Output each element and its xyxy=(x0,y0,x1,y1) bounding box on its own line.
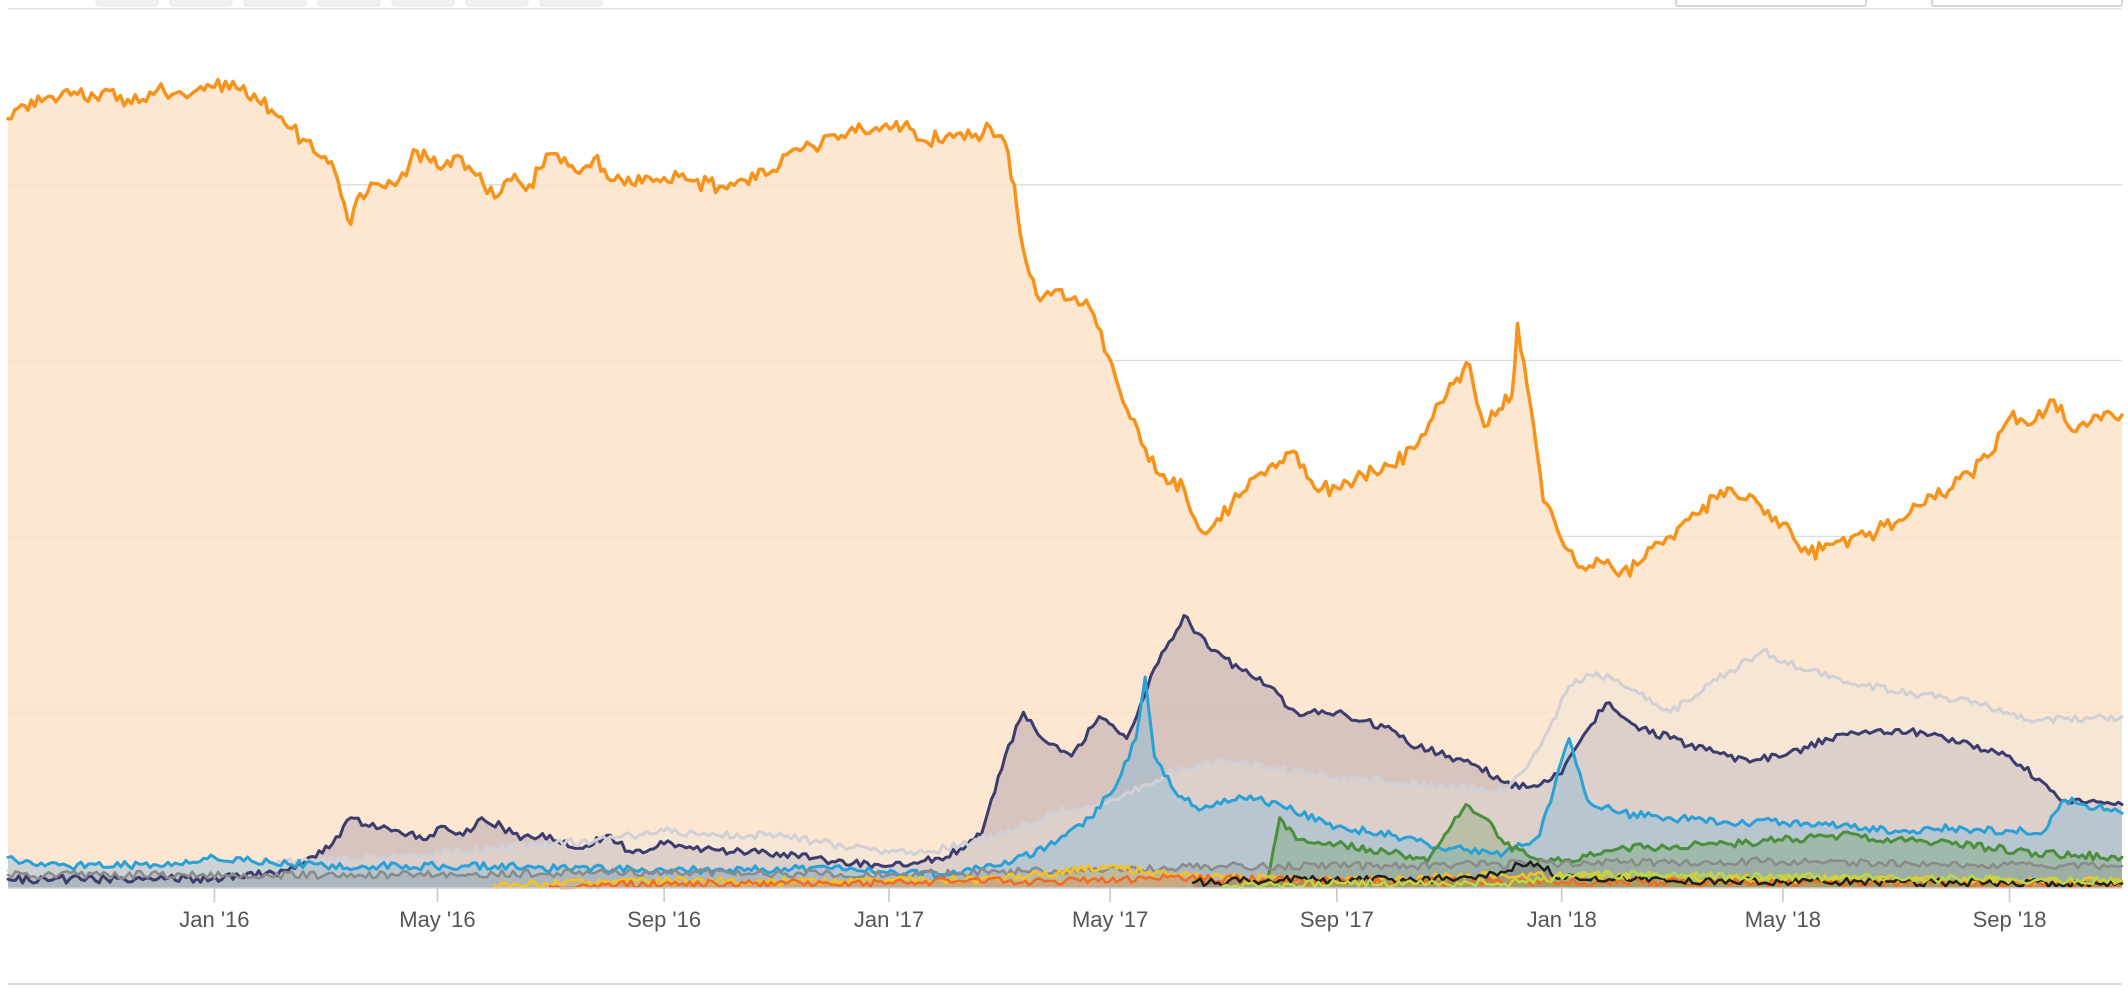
date-from-input[interactable] xyxy=(1675,0,1867,7)
top-controls xyxy=(95,0,2123,7)
series-3-area xyxy=(8,648,2122,888)
series-6-line xyxy=(6,856,2124,880)
range-tab-5[interactable] xyxy=(391,0,455,7)
series-9-area xyxy=(1193,861,2122,888)
series-fills xyxy=(8,79,2123,889)
series-lines xyxy=(6,77,2124,890)
x-tick-label-4: Jan '17 xyxy=(854,907,924,932)
x-tick-label-3: Sep '16 xyxy=(627,907,701,932)
x-axis: Jan '16 May '16 Sep '16 Jan '17 May '17 Sep '… xyxy=(8,887,2122,985)
range-tab-6[interactable] xyxy=(465,0,529,7)
series-1-area xyxy=(8,79,2122,889)
x-tick-label-7: Jan '18 xyxy=(1527,907,1597,932)
series-10-line xyxy=(1221,869,2124,890)
series-5-line xyxy=(1265,803,2124,886)
x-tick-label-5: May '17 xyxy=(1072,907,1148,932)
series-1-line xyxy=(6,77,2124,578)
x-tick-label-9: Sep '18 xyxy=(1973,907,2047,932)
x-tick-label-1: Jan '16 xyxy=(179,907,249,932)
series-2-line xyxy=(6,614,2124,885)
x-tick-label-2: May '16 xyxy=(399,907,475,932)
series-4-line xyxy=(6,675,2124,880)
range-tab-7[interactable] xyxy=(539,0,603,7)
series-4-area xyxy=(8,677,2122,888)
series-3-line xyxy=(6,647,2124,876)
range-tab-4[interactable] xyxy=(317,0,381,7)
x-tick-label-6: Sep '17 xyxy=(1300,907,1374,932)
range-tab-1[interactable] xyxy=(95,0,159,7)
series-5-area xyxy=(1266,804,2122,888)
range-tab-2[interactable] xyxy=(169,0,233,7)
date-to-input[interactable] xyxy=(1931,0,2123,7)
range-tab-3[interactable] xyxy=(243,0,307,7)
x-tick-label-8: May '18 xyxy=(1745,907,1821,932)
